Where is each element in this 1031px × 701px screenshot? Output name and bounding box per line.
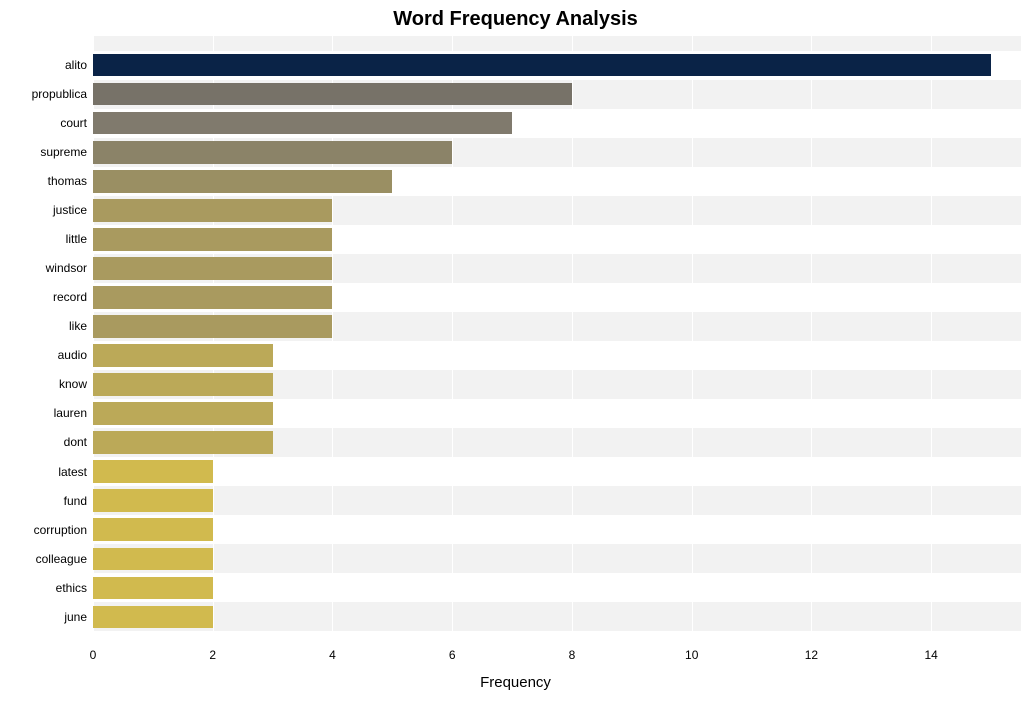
x-tick-label: 4 [329, 648, 336, 662]
y-tick-label: windsor [46, 261, 87, 275]
y-tick-label: little [66, 232, 87, 246]
row-band [93, 457, 1021, 486]
y-tick-label: alito [65, 58, 87, 72]
bar [93, 518, 213, 541]
bar [93, 54, 991, 77]
x-gridline [931, 36, 932, 646]
y-tick-label: supreme [40, 145, 87, 159]
y-tick-label: record [53, 290, 87, 304]
y-tick-label: know [59, 377, 87, 391]
y-tick-label: lauren [54, 406, 87, 420]
y-tick-label: propublica [32, 87, 87, 101]
x-gridline [811, 36, 812, 646]
y-tick-label: like [69, 319, 87, 333]
y-tick-label: audio [58, 348, 87, 362]
x-tick-label: 14 [925, 648, 938, 662]
x-tick-label: 10 [685, 648, 698, 662]
y-tick-label: colleague [36, 552, 87, 566]
row-band [93, 36, 1021, 51]
y-tick-label: ethics [56, 581, 87, 595]
y-tick-label: justice [53, 203, 87, 217]
row-band [93, 486, 1021, 515]
bar [93, 170, 392, 193]
bar [93, 431, 273, 454]
y-tick-label: latest [58, 465, 87, 479]
bar [93, 228, 332, 251]
y-tick-label: court [60, 116, 87, 130]
bar [93, 83, 572, 106]
bar [93, 548, 213, 571]
plot-area [93, 36, 1021, 646]
bar [93, 489, 213, 512]
chart-container: Word Frequency Analysis Frequency alito p… [0, 0, 1031, 701]
bar [93, 373, 273, 396]
x-gridline [692, 36, 693, 646]
bar [93, 257, 332, 280]
bar [93, 286, 332, 309]
x-gridline [572, 36, 573, 646]
bar [93, 141, 452, 164]
row-band [93, 515, 1021, 544]
bar [93, 199, 332, 222]
row-band [93, 544, 1021, 573]
bar [93, 344, 273, 367]
x-tick-label: 12 [805, 648, 818, 662]
bar [93, 460, 213, 483]
row-band [93, 602, 1021, 631]
x-axis-title: Frequency [0, 674, 1031, 691]
x-tick-label: 6 [449, 648, 456, 662]
y-tick-label: thomas [48, 174, 87, 188]
bar [93, 606, 213, 629]
bar [93, 112, 512, 135]
y-tick-label: fund [64, 494, 87, 508]
y-tick-label: dont [64, 435, 87, 449]
chart-title: Word Frequency Analysis [0, 8, 1031, 31]
y-tick-label: corruption [34, 523, 87, 537]
bar [93, 315, 332, 338]
y-tick-label: june [64, 610, 87, 624]
row-band [93, 631, 1021, 646]
row-band [93, 573, 1021, 602]
bar [93, 402, 273, 425]
x-tick-label: 0 [90, 648, 97, 662]
x-tick-label: 2 [209, 648, 216, 662]
x-tick-label: 8 [569, 648, 576, 662]
bar [93, 577, 213, 600]
